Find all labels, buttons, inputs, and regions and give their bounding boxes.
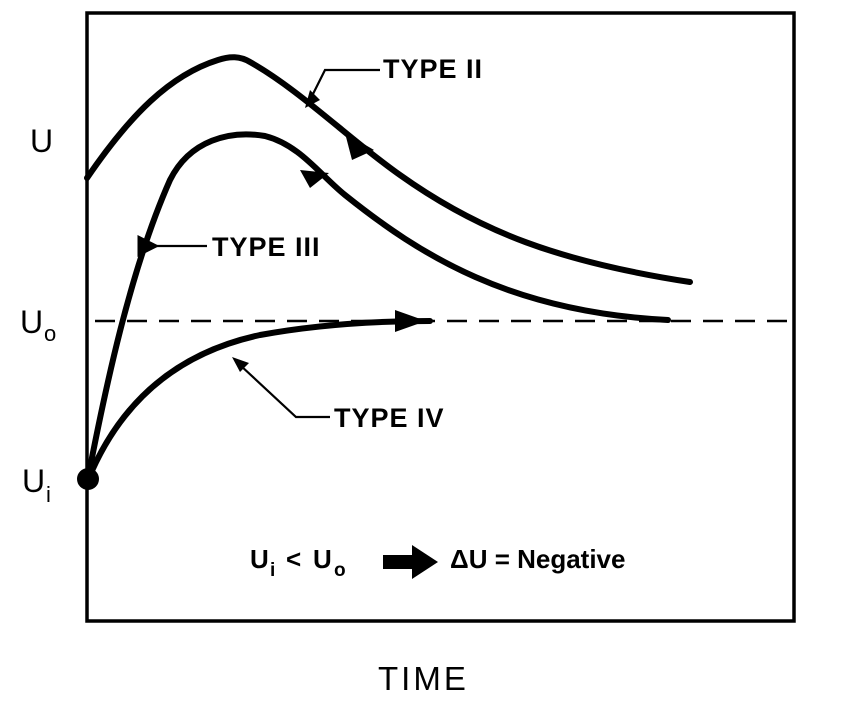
ui-sub: i xyxy=(46,482,51,507)
uo-axis-label: U o xyxy=(20,304,56,346)
type-2-curve xyxy=(84,54,693,285)
type-2-leader-tip xyxy=(305,90,320,108)
ui-main: U xyxy=(22,463,45,499)
type-4-leader xyxy=(239,364,330,419)
type-3-curve xyxy=(85,131,671,481)
type-2-arrowhead xyxy=(345,133,374,160)
y-axis-label: U xyxy=(30,123,53,159)
note-arrow xyxy=(383,545,438,579)
uo-main: U xyxy=(20,304,43,340)
note-right-sub: o xyxy=(334,560,346,581)
type-4-leader-tip xyxy=(232,357,249,372)
x-axis-label: TIME xyxy=(378,660,469,697)
note-relation: < xyxy=(286,544,301,574)
type-3-arrowhead xyxy=(300,170,329,188)
uo-sub: o xyxy=(44,321,56,346)
relation-note: U i < U o ΔU = Negative xyxy=(250,544,625,581)
type-4-arrowhead xyxy=(395,310,426,332)
note-right-main: U xyxy=(313,544,332,574)
note-result: ΔU = Negative xyxy=(450,544,625,574)
plot-frame xyxy=(85,11,796,623)
type-2-leader xyxy=(309,68,380,101)
note-left-sub: i xyxy=(270,560,275,581)
type-2-label: TYPE II xyxy=(383,54,483,84)
type-3-label: TYPE III xyxy=(212,232,321,262)
ui-initial-point xyxy=(77,468,99,490)
note-left-main: U xyxy=(250,544,269,574)
type-4-curve xyxy=(85,318,433,483)
ui-axis-label: U i xyxy=(22,463,51,507)
type-4-label: TYPE IV xyxy=(334,403,445,433)
